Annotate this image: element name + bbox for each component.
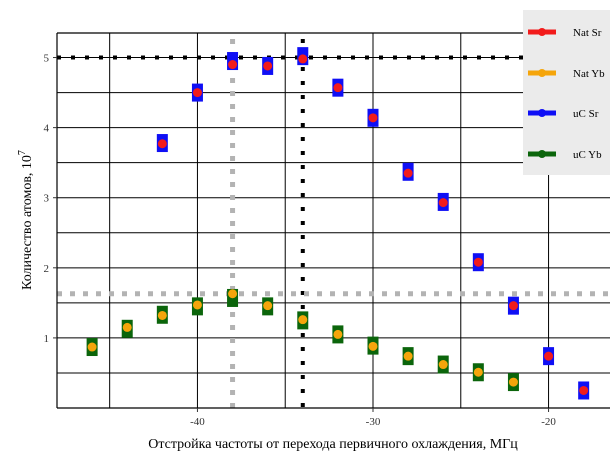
data-points [86,47,590,400]
data-point-circle [263,301,273,311]
data-point-circle [368,113,378,123]
y-axis-title: Количество атомов, 107 [17,150,35,290]
y-axis-title-exponent: 7 [17,150,28,155]
axes [56,32,610,409]
legend-swatch-marker [538,150,546,158]
data-point-circle [368,341,378,351]
legend-background [523,10,610,175]
y-tick-label: 5 [44,53,50,65]
legend-swatch-marker [538,69,546,77]
tick-labels: -40 -30 -20 1 2 3 4 5 [44,53,557,428]
y-tick-label: 1 [44,333,50,345]
data-point-circle [333,329,343,339]
legend-label: Nat Yb [573,68,605,80]
data-point-circle [473,367,483,377]
legend-label: uC Sr [573,108,599,120]
data-point-circle [192,88,202,98]
data-point-circle [298,54,308,64]
y-axis-title-text: Количество атомов, 10 [20,155,35,290]
data-point-circle [157,139,167,149]
data-point-circle [403,168,413,178]
data-point-circle [579,385,589,395]
data-point-circle [333,83,343,93]
data-point-circle [87,342,97,352]
data-point-circle [263,61,273,71]
data-point-circle [403,351,413,361]
data-point-circle [473,257,483,267]
x-tick-label: -20 [541,416,556,428]
data-point-circle [438,360,448,370]
data-point-circle [122,322,132,332]
x-tick-label: -40 [190,416,205,428]
data-point-circle [544,351,554,361]
legend-swatch-marker [538,109,546,117]
x-axis-title: Отстройка частоты от перехода первичного… [148,437,518,452]
data-point-circle [157,310,167,320]
data-point-circle [508,377,518,387]
y-tick-label: 3 [44,193,50,205]
legend-label: Nat Sr [573,27,602,39]
data-point-circle [192,300,202,310]
reference-lines [57,39,610,408]
legend-label: uC Yb [573,149,602,161]
legend: Nat Sr Nat Yb uC Sr uC Yb [523,10,610,175]
x-tick-label: -30 [366,416,381,428]
data-point-circle [508,301,518,311]
data-point-circle [438,198,448,208]
data-point-circle [228,289,238,299]
y-tick-label: 4 [44,123,50,135]
data-point-circle [228,60,238,70]
y-tick-label: 2 [44,263,50,275]
legend-swatch-marker [538,28,546,36]
data-point-circle [298,315,308,325]
